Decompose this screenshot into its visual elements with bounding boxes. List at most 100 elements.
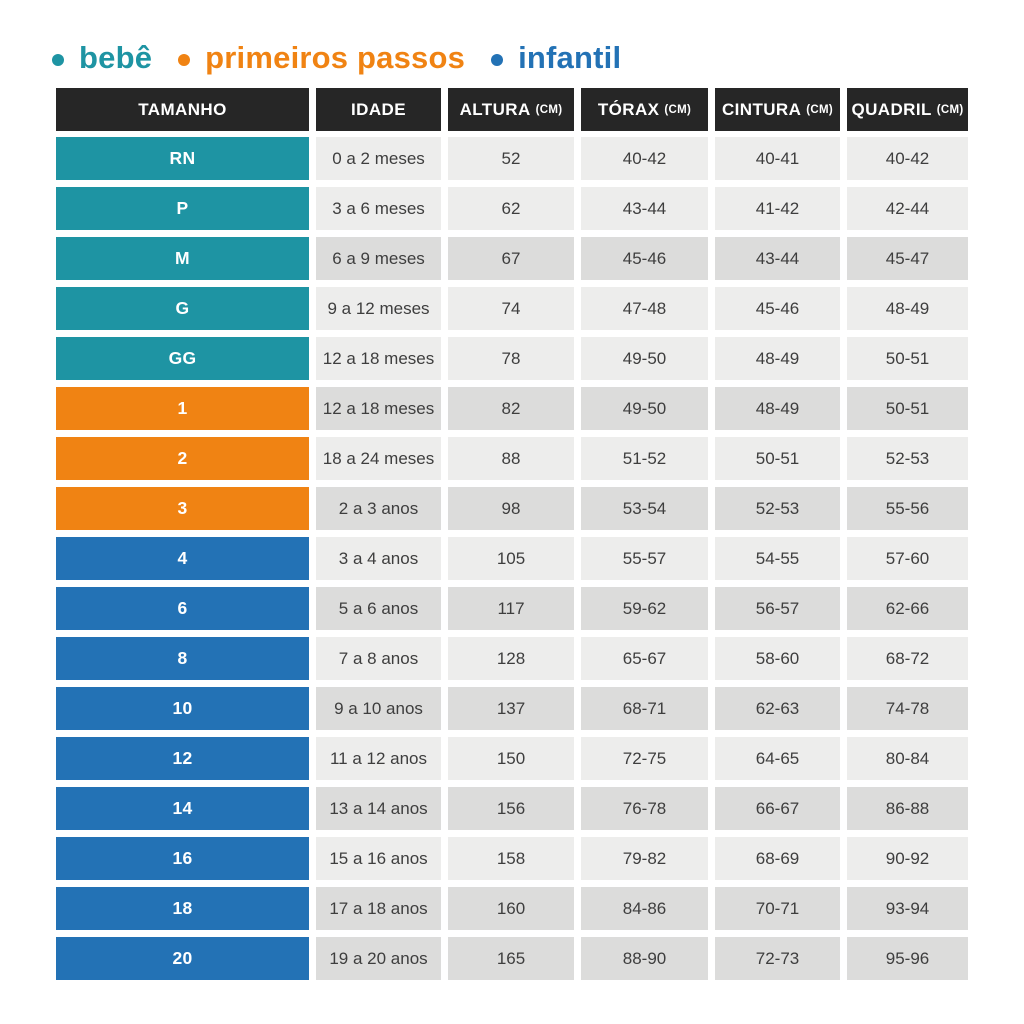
altura-cell: 158 bbox=[448, 837, 574, 880]
cintura-cell: 68-69 bbox=[715, 837, 840, 880]
size-cell: 4 bbox=[56, 537, 309, 580]
legend-label: infantil bbox=[518, 40, 622, 75]
altura-cell: 78 bbox=[448, 337, 574, 380]
age-cell: 12 a 18 meses bbox=[316, 387, 441, 430]
legend-dot-icon bbox=[491, 54, 504, 66]
size-cell: M bbox=[56, 237, 309, 280]
quadril-cell: 68-72 bbox=[847, 637, 968, 680]
torax-cell: 65-67 bbox=[581, 637, 708, 680]
age-cell: 3 a 6 meses bbox=[316, 187, 441, 230]
altura-cell: 98 bbox=[448, 487, 574, 530]
table-header-row: TAMANHO IDADE ALTURA (CM) TÓRAX (CM) CINTURA (C… bbox=[56, 88, 968, 131]
size-cell: G bbox=[56, 287, 309, 330]
cintura-cell: 54-55 bbox=[715, 537, 840, 580]
size-cell: 14 bbox=[56, 787, 309, 830]
cintura-cell: 72-73 bbox=[715, 937, 840, 980]
column-header-altura: ALTURA (CM) bbox=[448, 88, 574, 131]
cintura-cell: 62-63 bbox=[715, 687, 840, 730]
size-cell: GG bbox=[56, 337, 309, 380]
legend-label: bebê bbox=[79, 40, 153, 75]
size-cell: 6 bbox=[56, 587, 309, 630]
cintura-cell: 50-51 bbox=[715, 437, 840, 480]
quadril-cell: 40-42 bbox=[847, 137, 968, 180]
age-cell: 19 a 20 anos bbox=[316, 937, 441, 980]
altura-cell: 62 bbox=[448, 187, 574, 230]
age-cell: 0 a 2 meses bbox=[316, 137, 441, 180]
quadril-cell: 55-56 bbox=[847, 487, 968, 530]
torax-cell: 49-50 bbox=[581, 387, 708, 430]
age-cell: 15 a 16 anos bbox=[316, 837, 441, 880]
torax-cell: 72-75 bbox=[581, 737, 708, 780]
torax-cell: 76-78 bbox=[581, 787, 708, 830]
table-row: 20 19 a 20 anos 165 88-90 72-73 95-96 bbox=[56, 937, 968, 980]
legend-dot-icon bbox=[52, 54, 64, 66]
quadril-cell: 74-78 bbox=[847, 687, 968, 730]
altura-cell: 117 bbox=[448, 587, 574, 630]
size-chart-table: TAMANHO IDADE ALTURA (CM) TÓRAX (CM) CINTURA (C… bbox=[56, 88, 968, 987]
column-header-label: IDADE bbox=[351, 99, 406, 119]
quadril-cell: 52-53 bbox=[847, 437, 968, 480]
table-row: 2 18 a 24 meses 88 51-52 50-51 52-53 bbox=[56, 437, 968, 480]
cintura-cell: 56-57 bbox=[715, 587, 840, 630]
table-row: GG 12 a 18 meses 78 49-50 48-49 50-51 bbox=[56, 337, 968, 380]
table-row: 14 13 a 14 anos 156 76-78 66-67 86-88 bbox=[56, 787, 968, 830]
column-header-unit: (CM) bbox=[664, 103, 692, 116]
torax-cell: 68-71 bbox=[581, 687, 708, 730]
altura-cell: 82 bbox=[448, 387, 574, 430]
quadril-cell: 93-94 bbox=[847, 887, 968, 930]
quadril-cell: 45-47 bbox=[847, 237, 968, 280]
quadril-cell: 95-96 bbox=[847, 937, 968, 980]
column-header-cintura: CINTURA (CM) bbox=[715, 88, 840, 131]
column-header-unit: (CM) bbox=[535, 103, 563, 116]
cintura-cell: 40-41 bbox=[715, 137, 840, 180]
size-cell: 12 bbox=[56, 737, 309, 780]
quadril-cell: 48-49 bbox=[847, 287, 968, 330]
cintura-cell: 45-46 bbox=[715, 287, 840, 330]
size-cell: 20 bbox=[56, 937, 309, 980]
legend-item-infantil: infantil bbox=[491, 40, 621, 76]
torax-cell: 88-90 bbox=[581, 937, 708, 980]
quadril-cell: 50-51 bbox=[847, 337, 968, 380]
torax-cell: 84-86 bbox=[581, 887, 708, 930]
age-cell: 9 a 12 meses bbox=[316, 287, 441, 330]
table-row: RN 0 a 2 meses 52 40-42 40-41 40-42 bbox=[56, 137, 968, 180]
altura-cell: 165 bbox=[448, 937, 574, 980]
torax-cell: 59-62 bbox=[581, 587, 708, 630]
column-header-unit: (CM) bbox=[806, 103, 834, 116]
age-cell: 6 a 9 meses bbox=[316, 237, 441, 280]
torax-cell: 45-46 bbox=[581, 237, 708, 280]
altura-cell: 156 bbox=[448, 787, 574, 830]
size-cell: 1 bbox=[56, 387, 309, 430]
altura-cell: 67 bbox=[448, 237, 574, 280]
altura-cell: 137 bbox=[448, 687, 574, 730]
size-cell: 3 bbox=[56, 487, 309, 530]
quadril-cell: 62-66 bbox=[847, 587, 968, 630]
quadril-cell: 42-44 bbox=[847, 187, 968, 230]
torax-cell: 47-48 bbox=[581, 287, 708, 330]
quadril-cell: 90-92 bbox=[847, 837, 968, 880]
altura-cell: 74 bbox=[448, 287, 574, 330]
cintura-cell: 43-44 bbox=[715, 237, 840, 280]
legend-item-primeiros_passos: primeiros passos bbox=[178, 40, 465, 76]
size-cell: RN bbox=[56, 137, 309, 180]
age-cell: 17 a 18 anos bbox=[316, 887, 441, 930]
size-cell: 2 bbox=[56, 437, 309, 480]
table-row: 1 12 a 18 meses 82 49-50 48-49 50-51 bbox=[56, 387, 968, 430]
quadril-cell: 86-88 bbox=[847, 787, 968, 830]
cintura-cell: 48-49 bbox=[715, 387, 840, 430]
column-header-quadril: QUADRIL (CM) bbox=[847, 88, 968, 131]
age-cell: 2 a 3 anos bbox=[316, 487, 441, 530]
column-header-unit: (CM) bbox=[936, 103, 964, 116]
cintura-cell: 66-67 bbox=[715, 787, 840, 830]
size-cell: 10 bbox=[56, 687, 309, 730]
table-row: 12 11 a 12 anos 150 72-75 64-65 80-84 bbox=[56, 737, 968, 780]
torax-cell: 40-42 bbox=[581, 137, 708, 180]
legend: bebê primeiros passos infantil bbox=[52, 40, 621, 76]
size-cell: 18 bbox=[56, 887, 309, 930]
table-row: 10 9 a 10 anos 137 68-71 62-63 74-78 bbox=[56, 687, 968, 730]
